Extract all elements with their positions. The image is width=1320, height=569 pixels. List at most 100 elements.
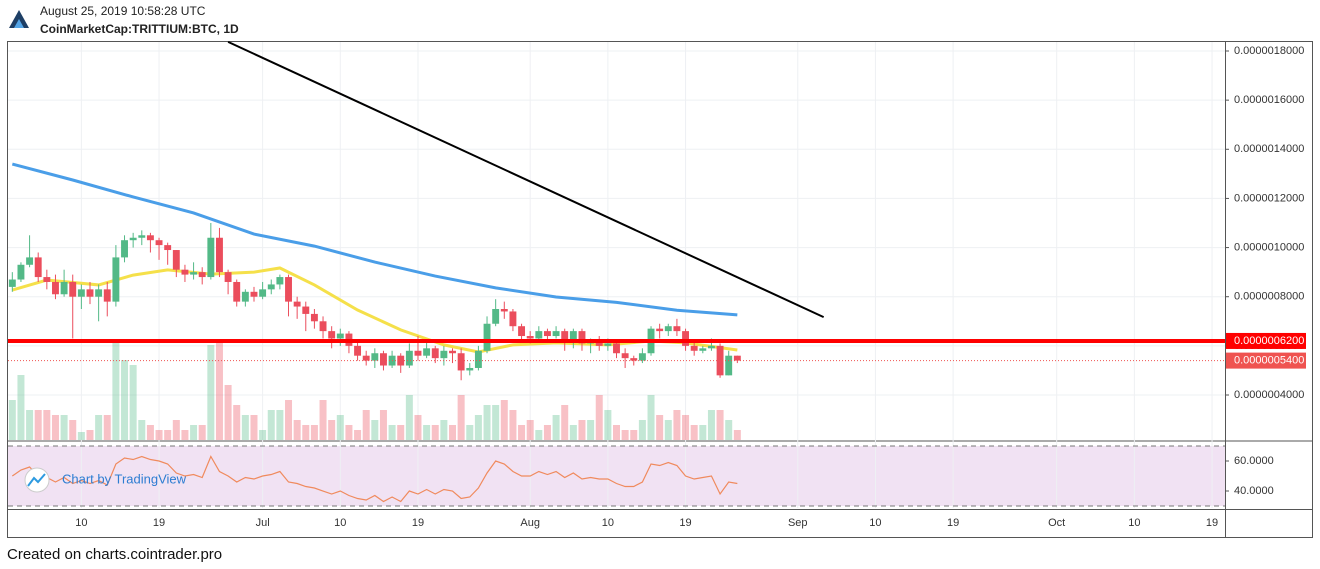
volume-bar (509, 410, 517, 440)
volume-bar (302, 425, 310, 440)
volume-bar (8, 400, 16, 440)
volume-bar (310, 425, 318, 440)
x-tick-label: 19 (679, 517, 691, 529)
candle-body (362, 355, 370, 361)
y-tick-label: 60.0000 (1234, 455, 1274, 467)
volume-bar (604, 410, 612, 440)
candle-body (526, 336, 534, 339)
volume-bar (34, 410, 42, 440)
volume-bar (241, 415, 249, 440)
candle-body (121, 240, 128, 258)
level-label: 0.0000005400 (1234, 355, 1304, 367)
volume-bar (414, 415, 422, 440)
candle-body (8, 279, 16, 287)
candle-body (733, 355, 741, 361)
candle-body (293, 301, 301, 307)
candle-body (569, 331, 577, 341)
rsi-line (11, 455, 738, 503)
candle-body (707, 345, 715, 349)
x-tick-label: 10 (334, 517, 346, 529)
candle-body (518, 326, 526, 337)
x-tick-label: Sep (788, 517, 808, 529)
volume-bar (285, 400, 293, 440)
candle-body (267, 284, 275, 290)
volume-bar (77, 432, 85, 440)
candle-body (552, 331, 560, 337)
footer: Created on charts.cointrader.pro (7, 546, 222, 563)
volume-bar (164, 430, 172, 440)
candle-body (613, 343, 620, 354)
volume-bar (483, 405, 491, 440)
candle-body (112, 257, 120, 302)
candle-body (725, 355, 733, 376)
candle-body (328, 331, 336, 339)
volume-bar (60, 415, 68, 440)
candle-body (474, 350, 482, 368)
candle-body (26, 257, 34, 265)
candle-body (466, 367, 474, 371)
volume-bar (51, 415, 59, 440)
volume-bar (595, 395, 603, 440)
volume-bar (26, 410, 34, 440)
symbol: CoinMarketCap:TRITTIUM:BTC, 1D (40, 22, 239, 36)
volume-bar (112, 343, 120, 440)
candle-body (224, 272, 232, 282)
candle-body (17, 264, 25, 280)
volume-bar (69, 420, 77, 440)
candle-body (285, 277, 292, 302)
candle-body (699, 348, 707, 351)
candle-body (483, 323, 491, 351)
candle-body (354, 345, 362, 356)
volume-bar (259, 430, 267, 440)
candle-body (319, 321, 327, 332)
candle-body (509, 311, 517, 327)
candle-body (302, 306, 310, 314)
volume-bar (682, 415, 690, 440)
volume-bar (190, 425, 198, 440)
volume-bar (362, 410, 370, 440)
volume-bar (345, 425, 353, 440)
volume-bar (103, 415, 111, 440)
candle-body (34, 257, 42, 278)
volume-bar (388, 425, 396, 440)
volume-bar (267, 410, 275, 440)
candle-body (595, 340, 603, 346)
volume-bar (397, 425, 405, 440)
candle-body (216, 237, 223, 273)
volume-bar (121, 360, 129, 440)
candle-body (207, 237, 215, 278)
candle-body (198, 272, 206, 278)
volume-bar (371, 420, 379, 440)
candle-body (146, 235, 154, 241)
candle-body (129, 237, 137, 241)
y-tick-label: 0.0000018000 (1234, 45, 1304, 57)
candle-body (535, 331, 543, 339)
volume-bar (466, 425, 474, 440)
level-label-box (1226, 332, 1306, 349)
volume-bar (543, 425, 551, 440)
x-tick-label: Jul (256, 517, 270, 529)
candle-body (77, 289, 85, 297)
volume-bar (621, 430, 629, 440)
candle-body (69, 281, 77, 297)
candle-body (276, 277, 284, 285)
volume-bar (146, 425, 154, 440)
volume-bar (664, 420, 672, 440)
volume-bar (474, 415, 482, 440)
volume-bar (638, 420, 646, 440)
y-tick-label: 40.0000 (1234, 485, 1274, 497)
volume-bar (613, 425, 620, 440)
candle-body (181, 269, 189, 275)
candle-body (155, 240, 163, 246)
candle-body (457, 353, 465, 371)
volume-bar (181, 430, 189, 440)
volume-bar (733, 430, 741, 440)
candle-body (233, 281, 241, 302)
volume-bar (233, 405, 241, 440)
volume-bar (198, 425, 206, 440)
x-tick-label: 10 (1128, 517, 1140, 529)
moving-average (11, 162, 738, 317)
volume-bar (172, 420, 180, 440)
candle-body (414, 350, 422, 356)
